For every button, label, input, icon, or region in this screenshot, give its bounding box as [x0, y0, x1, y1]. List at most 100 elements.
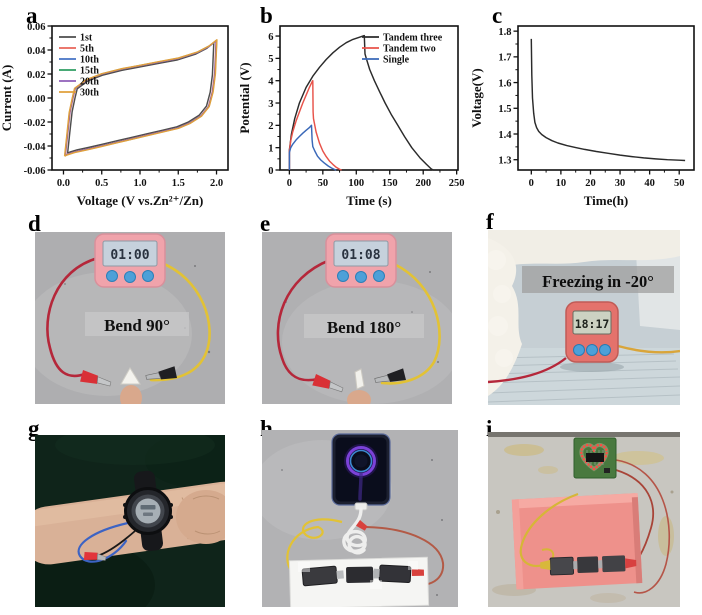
frost-bumps — [488, 250, 513, 367]
knuckle-line — [192, 495, 220, 500]
black-clip — [374, 368, 406, 383]
white-usb-cable — [342, 507, 367, 555]
panel-i-label: i — [486, 416, 493, 441]
battery-pack — [298, 561, 425, 589]
table-edge — [488, 432, 680, 437]
finger — [347, 390, 371, 404]
plot-box — [517, 25, 695, 171]
charging-trail — [358, 472, 363, 501]
red-clip — [83, 551, 107, 561]
legend-label: 15th — [80, 66, 99, 77]
panel-f-label: f — [486, 209, 494, 234]
battery — [549, 556, 575, 576]
series-1st — [66, 41, 215, 154]
x-tick-label: 1.5 — [172, 178, 185, 189]
y-tick-label: 4 — [268, 76, 274, 87]
y-tick-label: 1.5 — [498, 104, 511, 115]
pcb-component — [604, 468, 610, 473]
x-tick-label: 0.5 — [95, 178, 108, 189]
battery-terminal — [336, 570, 344, 579]
photo-bend-90: Bend 90° 01:00 — [35, 232, 225, 404]
y-tick-label: 1.7 — [498, 53, 511, 64]
photo-bend-180: Bend 180° 01:08 — [262, 232, 452, 404]
y-tick-label: -0.02 — [24, 118, 46, 129]
cv-curves-chart: 0.0 0.5 1.0 1.5 2.0 0.06 0.04 0.02 0.00 -0.02 -0.0… — [0, 22, 229, 208]
ic-chip — [586, 453, 604, 462]
cloth-folds — [35, 435, 225, 607]
legend-label: Tandem three — [383, 33, 443, 44]
x-tick-label: 200 — [415, 178, 431, 189]
red-wire-2 — [615, 459, 671, 594]
legend-label: 30th — [80, 88, 99, 99]
panel-c-label: c — [492, 3, 503, 28]
charge-discharge-chart: 0 50 100 150 200 250 0 1 2 3 4 5 6 Time (s) Potential … — [237, 25, 465, 208]
x-tick-label: 100 — [348, 178, 364, 189]
y-axis-label: Current (A) — [0, 65, 14, 132]
x-tick-label: 0 — [529, 178, 534, 189]
x-axis-label: Time (s) — [346, 193, 392, 208]
table-stains — [492, 444, 674, 603]
legend-label: 20th — [80, 77, 99, 88]
timer-button — [337, 270, 349, 282]
heart-led-dots — [580, 443, 608, 471]
decorative-specks — [281, 459, 443, 596]
y-tick-label: -0.06 — [24, 166, 46, 177]
blue-wire — [77, 521, 130, 563]
timer-lcd — [102, 240, 158, 267]
timer: 01:08 — [325, 233, 397, 288]
heart-led-board — [573, 437, 617, 479]
finger-fold — [194, 530, 221, 535]
timer-button — [106, 270, 118, 282]
panel-a: a 0.0 0.5 1.0 1.5 2.0 0.06 0.04 0.02 0.00 -0.02 -0… — [0, 0, 234, 210]
legend-label: 5th — [80, 44, 94, 55]
timer-lcd — [572, 310, 612, 335]
x-tick-label: 50 — [318, 178, 329, 189]
timer-button — [586, 344, 598, 356]
timer-shadow — [560, 362, 624, 372]
watch-digits — [140, 505, 156, 510]
y-axis-label: Voltage(V) — [469, 68, 484, 127]
y-tick-label: 1.4 — [498, 130, 512, 141]
caption-bend-180: Bend 180° — [327, 318, 401, 337]
panel-d: d Bend 90° 01:00 — [0, 210, 234, 415]
y-tick-label: 1.6 — [498, 78, 511, 89]
timer-button — [373, 270, 385, 282]
charging-ring-inner — [349, 449, 373, 473]
panel-a-label: a — [26, 3, 38, 28]
watch-buttons — [123, 503, 173, 519]
timer-button — [573, 344, 585, 356]
red-clip — [625, 558, 637, 569]
x-tick-label: 250 — [449, 178, 465, 189]
series-Single — [288, 124, 337, 171]
panel-b-label: b — [260, 3, 273, 28]
timer-lcd — [333, 240, 389, 267]
timer-button — [142, 270, 154, 282]
panel-i: i — [468, 415, 702, 615]
red-wire — [488, 357, 567, 384]
plot-box — [279, 25, 459, 171]
timer: 18:17 — [565, 301, 619, 363]
red-clip — [411, 568, 425, 577]
table-highlight — [282, 280, 452, 404]
yellow-wire — [380, 262, 441, 385]
frost-top — [488, 230, 680, 272]
yellow-wire — [617, 344, 680, 354]
y-tick-label: 1.8 — [498, 27, 511, 38]
yellow-wire — [519, 492, 579, 568]
smartphone — [331, 433, 391, 511]
red-clip — [80, 370, 112, 387]
panel-f: f Freezing in -20° 18:17 — [468, 210, 702, 415]
series-curve — [530, 38, 686, 162]
watch-digits — [143, 512, 153, 516]
panel-h: h — [234, 415, 468, 615]
panel-g: g — [0, 415, 234, 615]
red-clip — [312, 374, 344, 393]
x-tick-label: 150 — [382, 178, 398, 189]
battery-terminal — [373, 568, 380, 577]
charging-ring-center — [354, 454, 368, 468]
battery — [346, 566, 374, 583]
battery — [577, 556, 599, 573]
y-tick-label: 2 — [268, 121, 273, 132]
x-tick-label: 40 — [644, 178, 655, 189]
